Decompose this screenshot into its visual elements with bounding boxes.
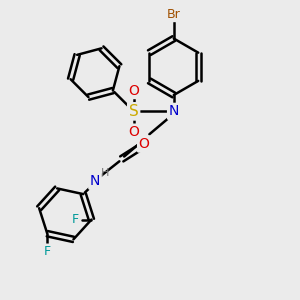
Text: N: N: [169, 104, 179, 118]
Text: N: N: [90, 174, 100, 188]
Text: O: O: [128, 125, 139, 139]
Text: F: F: [44, 245, 51, 258]
Text: F: F: [71, 213, 79, 226]
Text: S: S: [129, 104, 139, 119]
Text: H: H: [101, 168, 110, 178]
Text: O: O: [128, 84, 139, 98]
Text: Br: Br: [167, 8, 181, 21]
Text: O: O: [139, 137, 149, 151]
